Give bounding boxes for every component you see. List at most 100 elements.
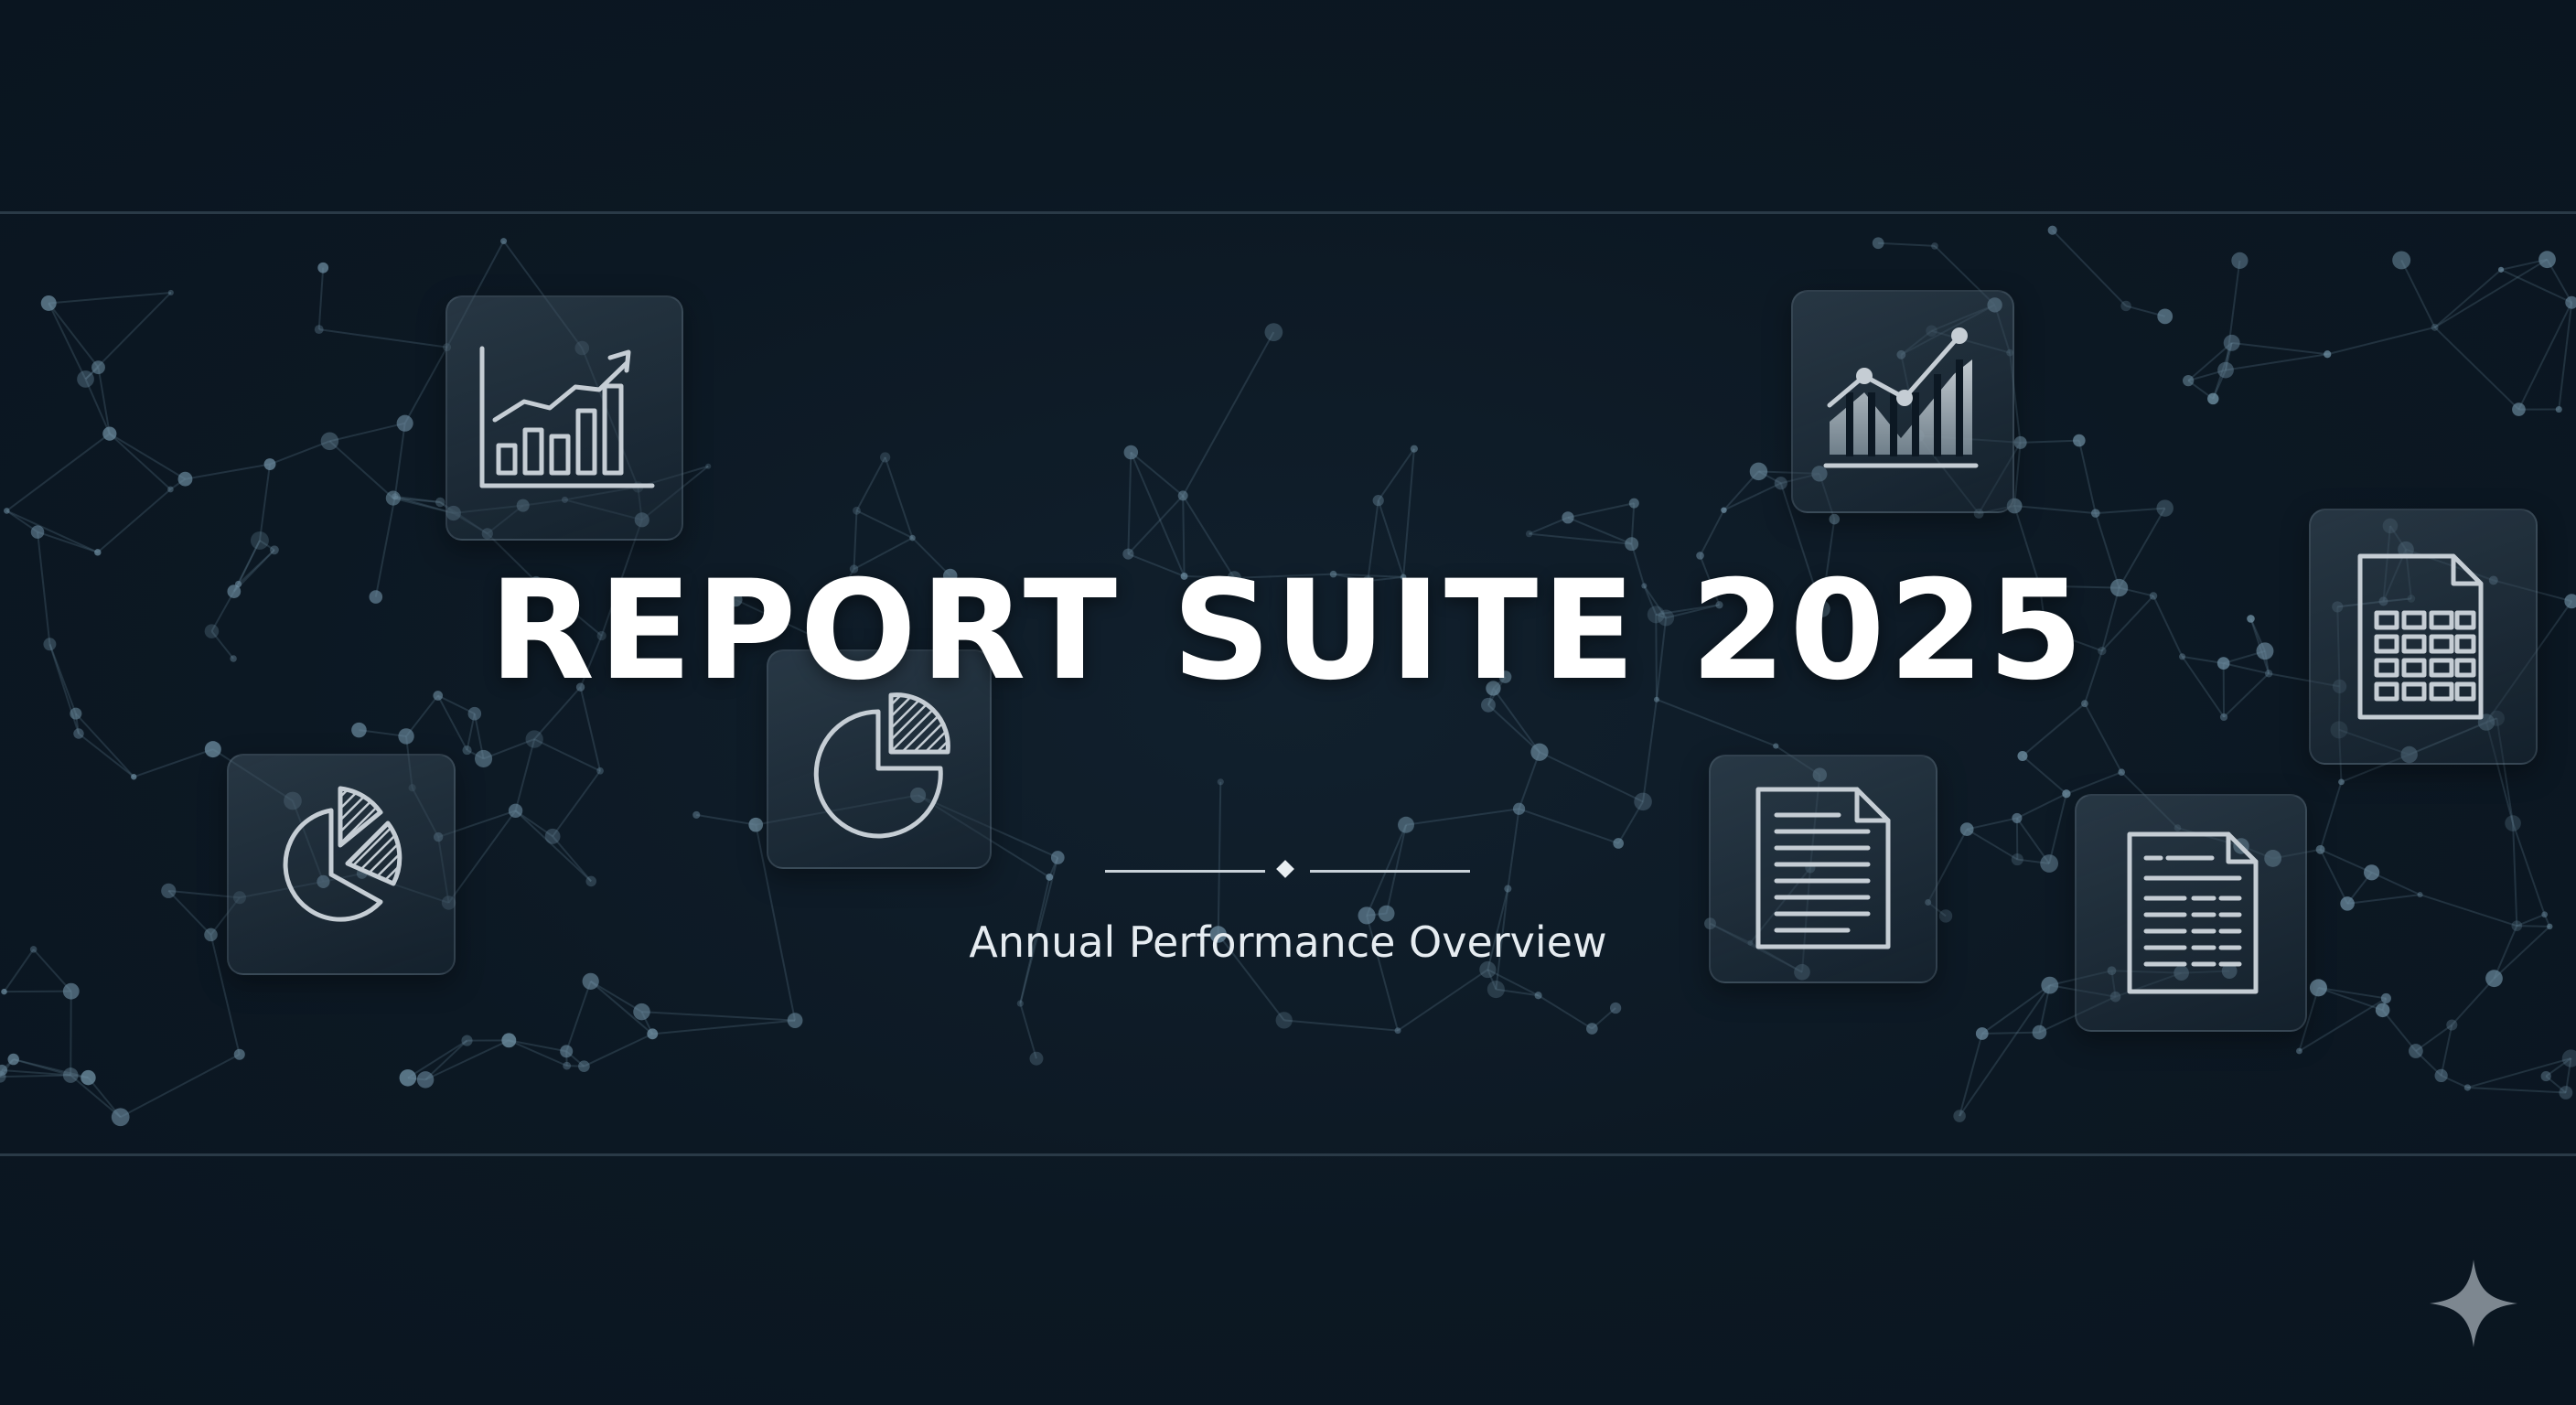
network-link bbox=[167, 890, 212, 936]
network-node bbox=[1180, 572, 1188, 580]
network-link bbox=[1539, 751, 1644, 803]
network-node bbox=[73, 728, 84, 739]
network-link bbox=[2545, 1075, 2567, 1094]
network-link bbox=[48, 302, 100, 369]
network-link bbox=[32, 949, 72, 992]
network-link bbox=[1333, 573, 1368, 583]
network-node bbox=[1378, 905, 1395, 922]
network-node bbox=[2217, 361, 2234, 379]
network-node bbox=[2118, 768, 2126, 777]
network-link bbox=[2039, 585, 2120, 589]
network-link bbox=[2223, 672, 2270, 718]
network-link bbox=[2545, 1057, 2572, 1078]
network-link bbox=[1820, 519, 1836, 609]
network-link bbox=[2319, 849, 2348, 905]
network-node bbox=[2256, 642, 2274, 660]
network-link bbox=[2441, 1074, 2468, 1089]
network-node bbox=[1975, 1027, 1989, 1040]
spreadsheet-tile bbox=[2075, 794, 2307, 1032]
network-node bbox=[2216, 657, 2230, 670]
network-link bbox=[2433, 269, 2502, 328]
network-node bbox=[314, 325, 324, 335]
network-link bbox=[2181, 656, 2225, 718]
network-link bbox=[2516, 913, 2546, 928]
network-link bbox=[1519, 808, 1619, 844]
network-node bbox=[2047, 225, 2057, 235]
network-link bbox=[1779, 482, 1823, 609]
network-node bbox=[811, 634, 819, 640]
network-node bbox=[77, 370, 94, 388]
network-link bbox=[1487, 704, 1540, 753]
network-link bbox=[1959, 1033, 1983, 1117]
growth-bar-chart-icon bbox=[479, 346, 655, 488]
network-link bbox=[120, 1053, 241, 1119]
network-link bbox=[535, 580, 603, 637]
divider-line-left bbox=[1105, 870, 1265, 873]
network-node bbox=[1647, 606, 1665, 624]
network-node bbox=[1227, 571, 1242, 585]
network-node bbox=[131, 774, 137, 780]
network-link bbox=[269, 440, 330, 466]
network-node bbox=[647, 1028, 659, 1040]
network-link bbox=[1217, 933, 1285, 1021]
network-node bbox=[1959, 822, 1974, 836]
network-link bbox=[2415, 1050, 2442, 1077]
network-link bbox=[2298, 997, 2387, 1052]
network-node bbox=[392, 493, 399, 500]
network-node bbox=[2340, 896, 2355, 911]
network-node bbox=[1394, 1027, 1401, 1035]
network-node bbox=[1486, 681, 1501, 696]
network-link bbox=[1655, 617, 1668, 700]
network-link bbox=[209, 934, 241, 1055]
network-link bbox=[2083, 650, 2103, 704]
network-node bbox=[204, 624, 220, 638]
network-link bbox=[1878, 241, 1936, 247]
network-link bbox=[1184, 574, 1235, 579]
network-node bbox=[1609, 1002, 1622, 1014]
divider-line-right bbox=[1310, 870, 1470, 873]
network-link bbox=[2094, 512, 2120, 588]
network-node bbox=[1613, 838, 1624, 849]
network-link bbox=[109, 433, 172, 490]
network-link bbox=[696, 813, 757, 826]
network-link bbox=[2016, 817, 2050, 864]
network-link bbox=[97, 367, 111, 434]
network-link bbox=[2084, 702, 2123, 773]
network-link bbox=[2095, 507, 2165, 515]
network-link bbox=[1130, 452, 1186, 577]
network-node bbox=[2207, 392, 2219, 405]
network-node bbox=[853, 506, 861, 515]
network-node bbox=[111, 1108, 130, 1127]
network-link bbox=[2500, 268, 2572, 304]
document-icon bbox=[1755, 787, 1891, 949]
network-link bbox=[1567, 516, 1633, 545]
network-node bbox=[2485, 970, 2503, 988]
network-link bbox=[84, 379, 111, 434]
network-link bbox=[2212, 342, 2233, 400]
network-link bbox=[97, 488, 172, 553]
network-node bbox=[1938, 909, 1953, 923]
network-node bbox=[560, 1045, 574, 1058]
pie-chart-tile-left bbox=[227, 754, 456, 975]
network-link bbox=[3, 949, 35, 992]
network-node bbox=[2463, 1084, 2472, 1091]
network-link bbox=[75, 713, 134, 778]
network-link bbox=[1405, 808, 1519, 826]
calculator-grid-tile bbox=[2309, 509, 2538, 765]
network-node bbox=[2512, 402, 2526, 416]
network-link bbox=[814, 568, 855, 638]
network-node bbox=[2380, 992, 2391, 1003]
network-node bbox=[2565, 295, 2576, 309]
page-title: REPORT SUITE 2025 bbox=[488, 552, 2088, 711]
network-node bbox=[416, 1071, 435, 1089]
network-node bbox=[1498, 670, 1512, 683]
network-link bbox=[1655, 613, 1667, 619]
network-link bbox=[237, 549, 275, 585]
network-node bbox=[2183, 375, 2195, 387]
network-node bbox=[2156, 499, 2174, 517]
network-node bbox=[2309, 979, 2327, 997]
network-link bbox=[2517, 302, 2573, 411]
network-node bbox=[0, 1064, 8, 1076]
network-node bbox=[1658, 609, 1675, 627]
network-node bbox=[62, 982, 80, 1000]
